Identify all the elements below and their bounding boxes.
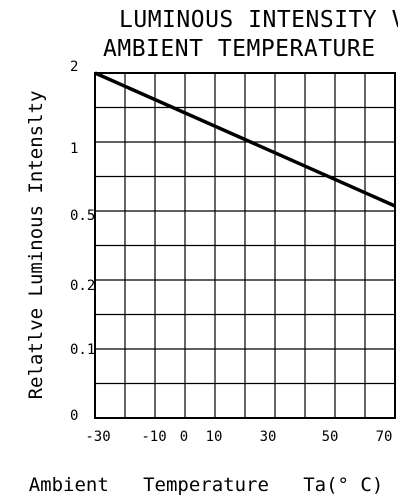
y-axis-label: Relatlve Luminous Intenslty — [25, 91, 47, 400]
x-tick-label: 30 — [260, 429, 277, 445]
tick-labels: 0 0.1 0.2 0.5 1 2 -30 -10 0 10 30 50 70 — [70, 59, 392, 445]
y-tick-label: 0.2 — [70, 278, 95, 294]
y-tick-label: 0.1 — [70, 342, 95, 358]
y-tick-label: 1 — [70, 141, 78, 157]
x-tick-label: -10 — [141, 429, 166, 445]
x-axis-label: Ambient Temperature Ta(° C) — [29, 474, 384, 496]
chart-title-line-2: AMBIENT TEMPERATURE — [103, 36, 376, 62]
y-tick-label: 0 — [70, 408, 78, 424]
y-tick-label: 2 — [70, 59, 78, 75]
x-tick-label: 70 — [376, 429, 393, 445]
x-tick-label: 0 — [180, 429, 188, 445]
series-line — [94, 71, 396, 208]
grid — [95, 73, 395, 418]
x-tick-label: -30 — [85, 429, 110, 445]
plot-frame — [94, 72, 396, 419]
x-tick-label: 50 — [322, 429, 339, 445]
series-lines — [94, 71, 396, 208]
x-tick-label: 10 — [206, 429, 223, 445]
chart-title-line-1: LUMINOUS INTENSITY VS — [119, 7, 398, 33]
y-tick-label: 0.5 — [70, 208, 95, 224]
